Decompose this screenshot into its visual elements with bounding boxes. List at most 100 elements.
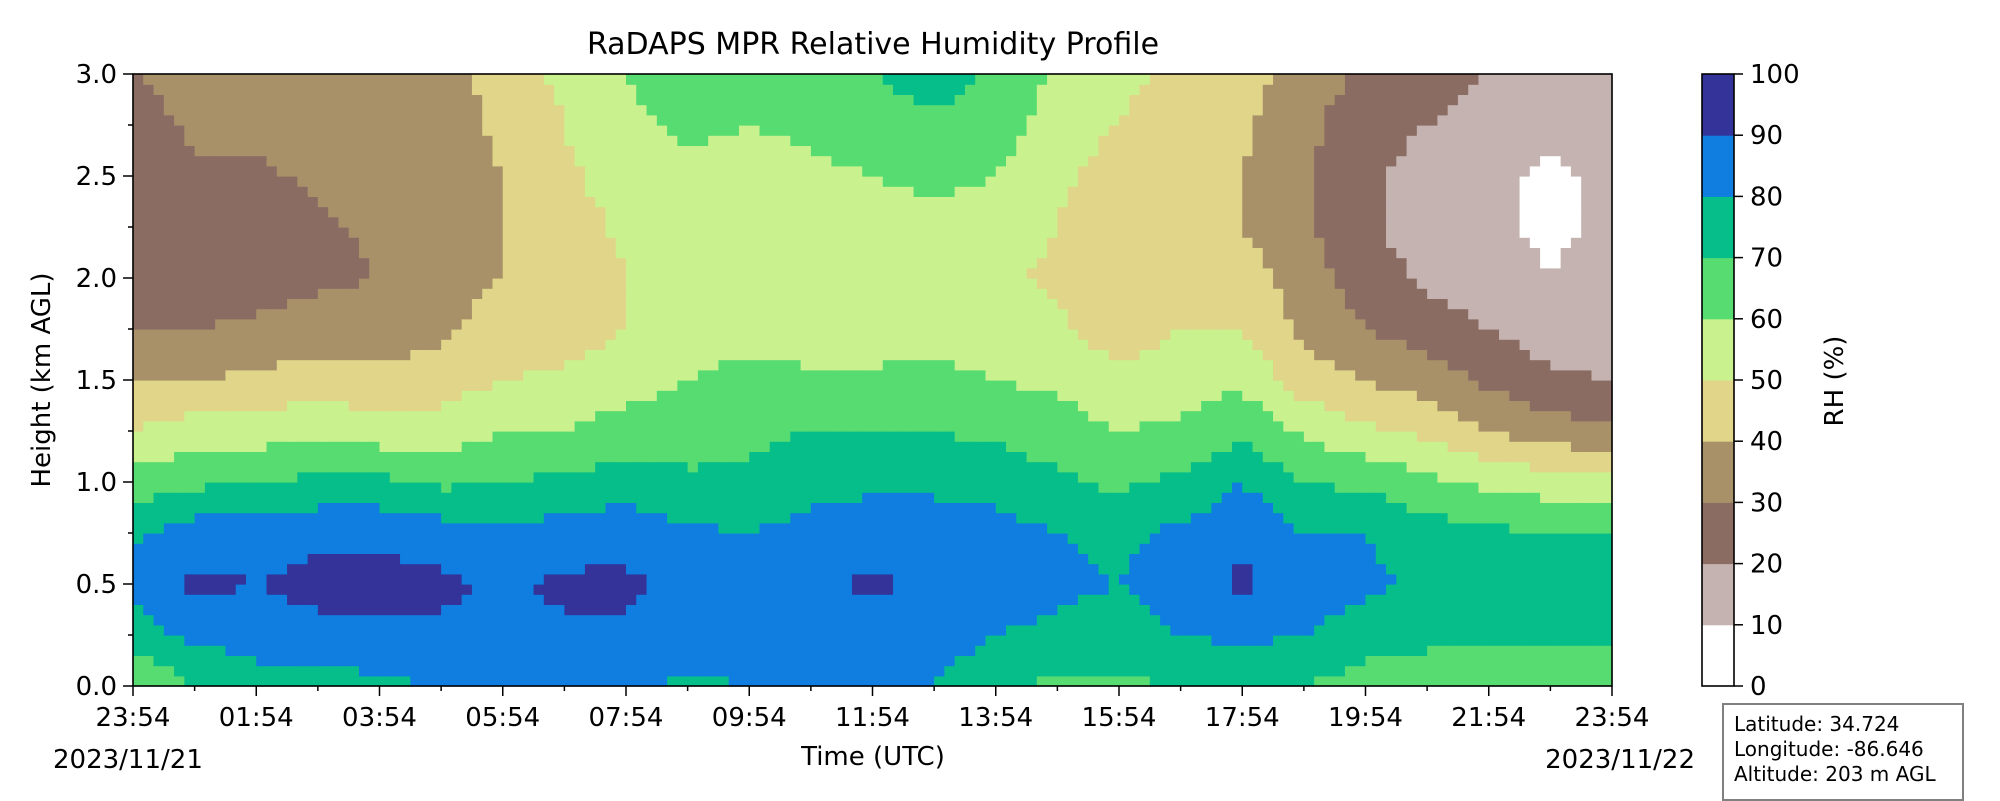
- heatmap-cell: [276, 635, 288, 646]
- heatmap-cell: [656, 318, 668, 330]
- heatmap-cell: [646, 665, 658, 677]
- heatmap-cell: [502, 461, 514, 473]
- heatmap-cell: [923, 563, 935, 575]
- heatmap-cell: [780, 74, 791, 85]
- heatmap-cell: [174, 420, 185, 432]
- heatmap-cell: [235, 573, 247, 585]
- heatmap-cell: [944, 308, 956, 320]
- heatmap-cell: [194, 533, 206, 544]
- heatmap-cell: [821, 420, 833, 432]
- heatmap-cell: [245, 553, 257, 565]
- heatmap-cell: [862, 380, 874, 391]
- heatmap-cell: [728, 318, 740, 330]
- heatmap-cell: [964, 186, 976, 197]
- heatmap-cell: [656, 216, 668, 228]
- heatmap-cell: [872, 74, 884, 85]
- heatmap-cell: [810, 614, 822, 626]
- heatmap-cell: [790, 461, 802, 473]
- heatmap-cell: [204, 145, 216, 157]
- heatmap-cell: [769, 318, 781, 330]
- heatmap-cell: [821, 461, 833, 473]
- heatmap-cell: [297, 278, 309, 289]
- heatmap-cell: [718, 441, 730, 452]
- heatmap-cell: [626, 74, 637, 85]
- heatmap-cell: [584, 635, 596, 646]
- heatmap-cell: [328, 594, 340, 605]
- heatmap-cell: [800, 84, 812, 95]
- heatmap-cell: [523, 247, 535, 259]
- heatmap-cell: [287, 533, 298, 544]
- heatmap-cell: [400, 441, 411, 452]
- heatmap-cell: [266, 635, 278, 646]
- heatmap-cell: [821, 543, 833, 554]
- heatmap-cell: [687, 543, 699, 554]
- heatmap-cell: [420, 339, 432, 350]
- heatmap-cell: [420, 216, 432, 228]
- heatmap-cell: [790, 645, 802, 656]
- heatmap-cell: [307, 359, 319, 371]
- heatmap-cell: [615, 369, 627, 381]
- heatmap-cell: [626, 298, 637, 310]
- heatmap-cell: [461, 553, 473, 565]
- heatmap-cell: [533, 308, 545, 320]
- heatmap-cell: [749, 512, 761, 524]
- heatmap-cell: [595, 104, 607, 116]
- heatmap-cell: [153, 308, 165, 320]
- heatmap-cell: [800, 104, 812, 116]
- heatmap-cell: [492, 380, 504, 391]
- heatmap-cell: [174, 390, 185, 401]
- heatmap-cell: [174, 522, 185, 534]
- heatmap-cell: [492, 339, 504, 350]
- heatmap-cell: [133, 573, 144, 585]
- heatmap-cell: [882, 431, 894, 442]
- heatmap-cell: [882, 186, 894, 197]
- heatmap-cell: [810, 645, 822, 656]
- heatmap-cell: [646, 624, 658, 636]
- heatmap-cell: [913, 114, 925, 126]
- heatmap-cell: [687, 461, 699, 473]
- heatmap-cell: [451, 492, 463, 503]
- heatmap-cell: [348, 155, 360, 167]
- heatmap-cell: [502, 339, 514, 350]
- heatmap-cell: [554, 104, 565, 116]
- heatmap-cell: [153, 431, 165, 442]
- heatmap-cell: [893, 186, 904, 197]
- heatmap-cell: [615, 441, 627, 452]
- heatmap-cell: [317, 553, 329, 565]
- heatmap-cell: [872, 145, 884, 157]
- heatmap-cell: [954, 216, 966, 228]
- heatmap-cell: [369, 145, 381, 157]
- heatmap-cell: [358, 206, 370, 218]
- heatmap-cell: [584, 318, 596, 330]
- heatmap-cell: [810, 655, 822, 667]
- heatmap-cell: [584, 400, 596, 412]
- heatmap-cell: [851, 165, 863, 177]
- heatmap-cell: [903, 614, 915, 626]
- heatmap-cell: [800, 482, 812, 493]
- heatmap-cell: [646, 563, 658, 575]
- heatmap-cell: [513, 594, 524, 605]
- heatmap-cell: [903, 553, 915, 565]
- heatmap-cell: [266, 237, 278, 248]
- heatmap-cell: [533, 655, 545, 667]
- heatmap-cell: [831, 288, 843, 299]
- heatmap-cell: [872, 614, 884, 626]
- heatmap-cell: [430, 410, 442, 422]
- heatmap-cell: [307, 380, 319, 391]
- heatmap-cell: [780, 329, 791, 340]
- heatmap-cell: [256, 380, 268, 391]
- heatmap-cell: [358, 298, 370, 310]
- heatmap-cell: [564, 227, 576, 238]
- heatmap-cell: [328, 155, 340, 167]
- heatmap-cell: [728, 573, 740, 585]
- heatmap-cell: [523, 451, 535, 463]
- heatmap-cell: [348, 359, 360, 371]
- heatmap-cell: [944, 553, 956, 565]
- heatmap-cell: [749, 145, 761, 157]
- heatmap-cell: [954, 563, 966, 575]
- heatmap-cell: [245, 655, 257, 667]
- heatmap-cell: [923, 543, 935, 554]
- heatmap-cell: [225, 247, 237, 259]
- heatmap-cell: [174, 165, 185, 177]
- heatmap-cell: [831, 451, 843, 463]
